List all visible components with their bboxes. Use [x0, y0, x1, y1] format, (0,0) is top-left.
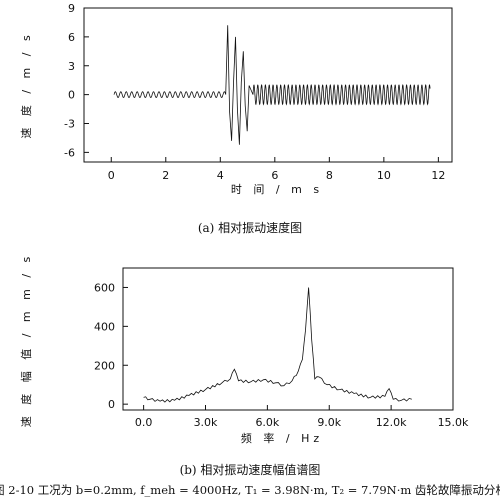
chart-a-series-line [113, 25, 431, 145]
chart-b-xtick-label: 15.0k [438, 416, 469, 429]
chart-a-xtick-label: 6 [271, 169, 278, 182]
chart-a-xtick-label: 8 [326, 169, 333, 182]
chart-b-caption: (b) 相对振动速度幅值谱图 [180, 462, 321, 477]
chart-a-xtick-label: 0 [108, 169, 115, 182]
chart-a-xtick-label: 10 [377, 169, 391, 182]
chart-b-ytick-label: 200 [94, 359, 115, 372]
chart-b-xtick-label: 0.0 [135, 416, 153, 429]
chart-b-xtick-label: 9.0k [317, 416, 341, 429]
chart-a-xlabel: 时 间 / m s [231, 183, 323, 196]
chart-b-ylabel: 速 度 幅 值 / m m / s [19, 253, 33, 428]
chart-a-xtick-label: 2 [162, 169, 169, 182]
chart-b-xlabel: 频 率 / Hz [241, 431, 323, 445]
chart-b-ytick-label: 400 [94, 320, 115, 333]
chart-a-ylabel: 速 度 / m / s [19, 31, 33, 138]
chart-b-xtick-label: 6.0k [255, 416, 279, 429]
chart-a-xtick-label: 12 [431, 169, 445, 182]
chart-a-ytick-label: 0 [68, 89, 75, 102]
chart-a-ytick-label: -6 [64, 146, 75, 159]
chart-b: 600 400 200 0 0.0 3.0k 6.0k 9.0k 12.0k 15.0k 频 率… [19, 253, 469, 477]
chart-b-series-line [143, 287, 412, 403]
chart-b-xtick-label: 3.0k [194, 416, 218, 429]
chart-b-xtick-label: 12.0k [376, 416, 407, 429]
chart-a-ytick-label: -3 [64, 118, 75, 131]
chart-b-ytick-label: 0 [108, 398, 115, 411]
chart-a-ytick-label: 6 [68, 31, 75, 44]
chart-b-ytick-label: 600 [94, 281, 115, 294]
chart-b-frame [122, 267, 454, 411]
chart-a-xtick-label: 4 [217, 169, 224, 182]
chart-a: 9 6 3 0 -3 -6 0 2 4 6 8 10 12 时 间 / m s 速 度 / m / s… [19, 2, 453, 235]
chart-a-ytick-label: 3 [68, 60, 75, 73]
figure-caption: 图 2-10 工况为 b=0.2mm, f_meh = 4000Hz, T₁ =… [0, 483, 500, 497]
chart-a-caption: (a) 相对振动速度图 [198, 220, 302, 235]
chart-a-ytick-label: 9 [68, 2, 75, 15]
chart-a-frame [83, 7, 453, 163]
